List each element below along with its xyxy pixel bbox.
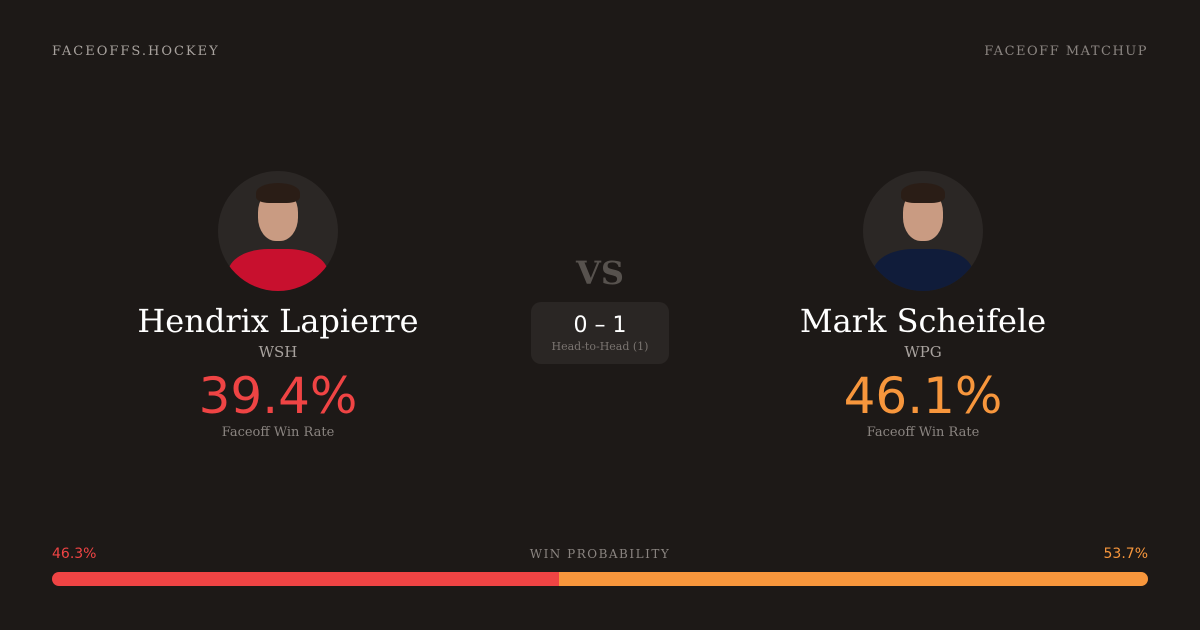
page-tag: FACEOFF MATCHUP (984, 44, 1148, 59)
win-probability-bar-left (52, 572, 560, 586)
vs-label: VS (576, 254, 624, 292)
player-name: Mark Scheifele (799, 302, 1047, 340)
win-rate: 39.4% (198, 367, 358, 425)
win-probability-bar-right (559, 572, 1148, 586)
brand-logo-text: FACEOFFS.HOCKEY (52, 44, 220, 59)
player-name: Hendrix Lapierre (137, 302, 419, 340)
h2h-score: 0 – 1 (573, 313, 627, 338)
jersey-shape (228, 249, 328, 291)
player-card-right: Mark Scheifele WPG 46.1% Faceoff Win Rat… (743, 171, 1103, 440)
player-team: WPG (904, 343, 942, 361)
player-avatar (218, 171, 338, 291)
player-avatar (863, 171, 983, 291)
head-to-head-box: 0 – 1 Head-to-Head (1) (531, 302, 669, 364)
hair-shape (256, 183, 300, 203)
h2h-label: Head-to-Head (1) (551, 340, 649, 353)
player-team: WSH (258, 343, 298, 361)
win-rate: 46.1% (843, 367, 1003, 425)
win-probability-left: 46.3% (52, 546, 97, 562)
jersey-shape (873, 249, 973, 291)
win-probability-bar (52, 572, 1148, 586)
hair-shape (901, 183, 945, 203)
player-card-left: Hendrix Lapierre WSH 39.4% Faceoff Win R… (98, 171, 458, 440)
win-probability-title: WIN PROBABILITY (529, 547, 671, 561)
win-probability-right: 53.7% (1103, 546, 1148, 562)
win-rate-label: Faceoff Win Rate (221, 425, 335, 440)
win-rate-label: Faceoff Win Rate (866, 425, 980, 440)
